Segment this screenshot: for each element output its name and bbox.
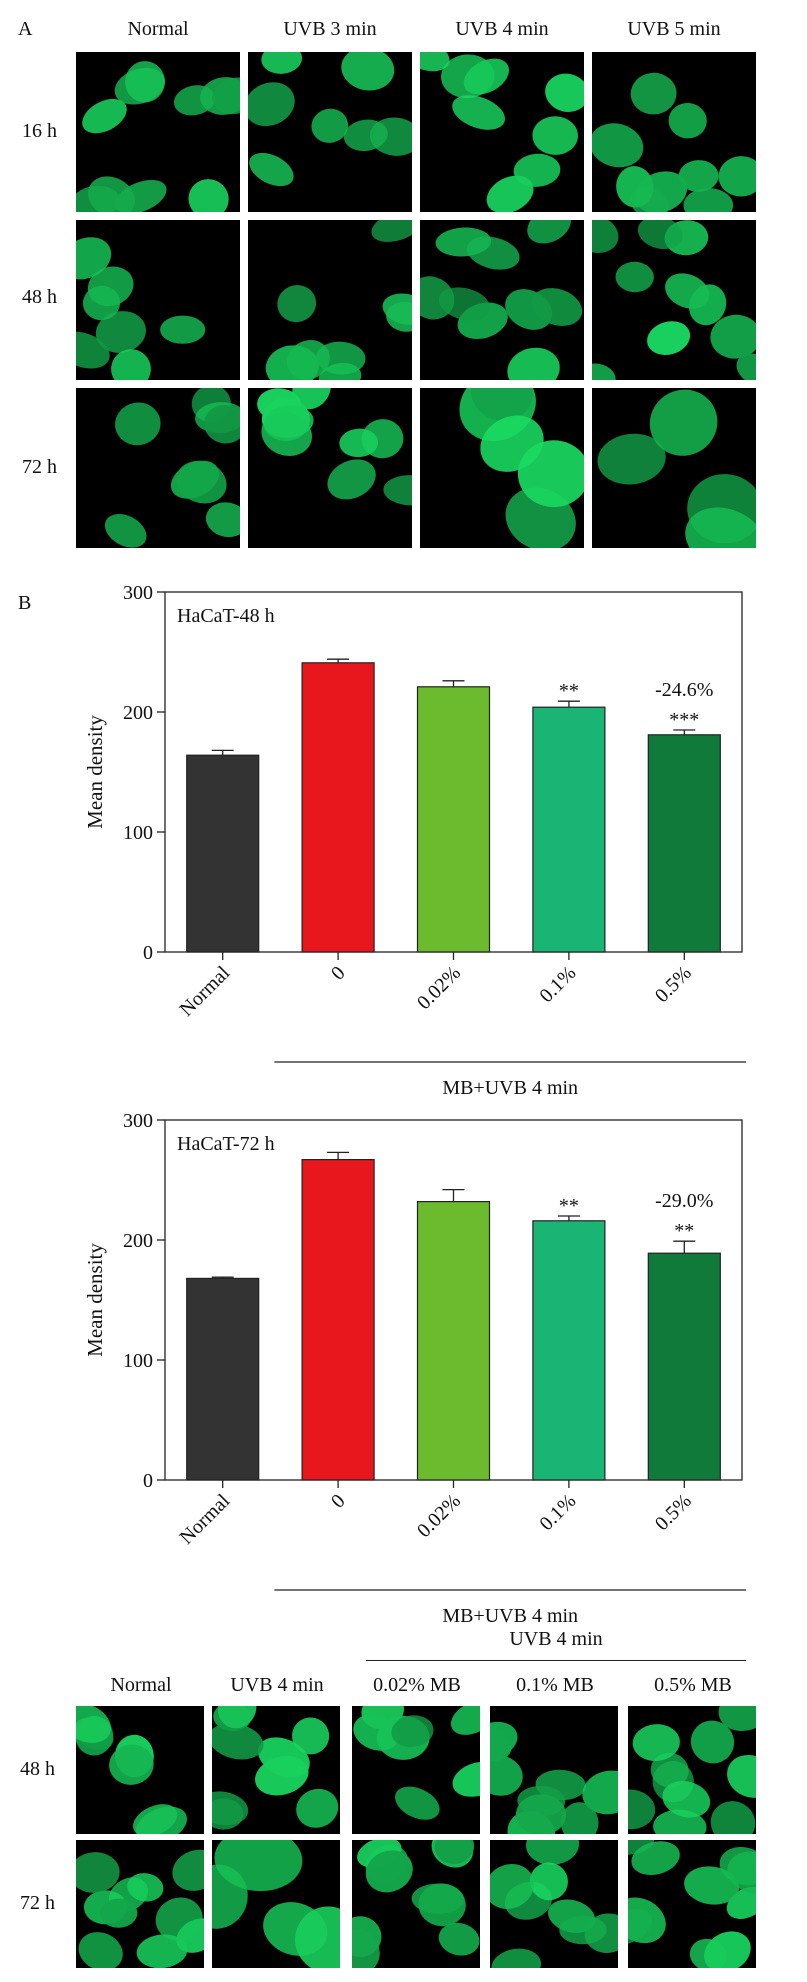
micrograph-48h-uvb-3min [248, 220, 412, 380]
panel-c-group-header-line [366, 1660, 746, 1661]
chart-48h-bar-4 [647, 734, 721, 953]
chart-72h-title: HaCaT-72 h [177, 1133, 275, 1155]
chart-72h-bar-4 [647, 1252, 721, 1481]
panel-a-column-label-uvb-3min: UVB 3 min [283, 18, 377, 40]
chart-72h-ytick-label-0: 0 [143, 1470, 153, 1492]
chart-48h-group-label: MB+UVB 4 min [442, 1077, 578, 1099]
chart-48h-bar-3 [532, 706, 606, 953]
chart-48h-ylabel: Mean density [83, 715, 107, 829]
micrograph-c-48h-0-5-mb [628, 1706, 756, 1834]
chart-72h-ytick-label-300: 300 [123, 1110, 153, 1132]
micrograph-48h-uvb-4min [420, 220, 584, 380]
micrograph-c-48h-uvb-4min [212, 1706, 340, 1834]
chart-72h-significance-3: ** [559, 1195, 579, 1217]
chart-48h-bar-0 [186, 754, 260, 953]
micrograph-72h-normal [76, 388, 240, 548]
chart-72h-ytick-label-100: 100 [123, 1350, 153, 1372]
chart-48h-ytick-label-100: 100 [123, 822, 153, 844]
chart-72h-ylabel: Mean density [83, 1243, 107, 1357]
panel-b-letter: B [18, 592, 32, 614]
chart-72h-bar-3 [532, 1220, 606, 1481]
panel-a-letter: A [18, 18, 33, 40]
chart-72h-xtick-label-2: 0.02% [413, 1490, 465, 1542]
chart-72h-bar-2 [416, 1200, 491, 1481]
micrograph-16h-uvb-5min [592, 52, 756, 212]
chart-72h-xtick-label-3: 0.1% [535, 1490, 580, 1535]
micrograph-72h-uvb-5min [592, 388, 756, 548]
chart-48h-xtick-label-4: 0.5% [651, 962, 696, 1007]
micrograph-c-72h-normal [76, 1840, 204, 1968]
micrograph-72h-uvb-4min [420, 388, 584, 548]
chart-72h-xtick-label-0: Normal [175, 1490, 234, 1549]
chart-48h-ytick-label-0: 0 [143, 942, 153, 964]
micrograph-16h-uvb-3min [248, 52, 412, 212]
panel-a-row-label-48h: 48 h [22, 286, 57, 308]
panel-a-column-label-uvb-5min: UVB 5 min [627, 18, 721, 40]
chart-48h-xtick-label-0: Normal [175, 962, 234, 1021]
micrograph-c-72h-uvb-4min [212, 1840, 340, 1968]
panel-a-row-label-16h: 16 h [22, 120, 57, 142]
panel-c-column-label-0-1-mb: 0.1% MB [516, 1674, 594, 1696]
chart-72h-bar-1 [301, 1158, 375, 1481]
chart-48h-title: HaCaT-48 h [177, 605, 275, 627]
chart-72h-significance-4: ** [674, 1220, 694, 1242]
chart-72h-svg: 0 100 200 300 Mean density HaCaT-72 h Normal 0 0… [83, 1110, 746, 1627]
panel-a-column-label-normal: Normal [127, 18, 189, 40]
chart-48h-ytick-label-300: 300 [123, 582, 153, 604]
micrograph-72h-uvb-3min [248, 388, 412, 548]
micrograph-c-72h-0-1-mb [490, 1840, 618, 1968]
chart-72h-xtick-label-1: 0 [327, 1490, 350, 1513]
panel-c-column-label-0-5-mb: 0.5% MB [654, 1674, 732, 1696]
chart-48h-xtick-label-2: 0.02% [413, 962, 465, 1014]
panel-c-column-label-normal: Normal [110, 1674, 172, 1696]
chart-48h-annotation: -24.6% [655, 679, 713, 701]
micrograph-c-48h-0-1-mb [490, 1706, 618, 1834]
panel-c-column-label-uvb-4min: UVB 4 min [230, 1674, 324, 1696]
chart-72h: 0 100 200 300 Mean density HaCaT-72 h Normal 0 0… [0, 1098, 807, 1627]
micrograph-c-48h-0-02-mb [352, 1706, 480, 1834]
panel-c-group-header: UVB 4 min [509, 1628, 603, 1650]
micrograph-c-48h-normal [76, 1706, 204, 1834]
chart-48h: 0 100 200 300 Mean density HaCaT-48 h Normal 0 0… [0, 570, 807, 1099]
chart-48h-xtick-label-1: 0 [327, 962, 350, 985]
chart-48h-bar-1 [301, 662, 375, 953]
micrograph-16h-uvb-4min [420, 52, 584, 212]
chart-72h-xtick-label-4: 0.5% [651, 1490, 696, 1535]
chart-72h-ytick-label-200: 200 [123, 1230, 153, 1252]
chart-72h-group-label: MB+UVB 4 min [442, 1605, 578, 1627]
chart-48h-bar-2 [416, 686, 491, 953]
chart-48h-xtick-label-3: 0.1% [535, 962, 580, 1007]
chart-72h-bar-0 [186, 1277, 260, 1481]
panel-a-row-label-72h: 72 h [22, 456, 57, 478]
chart-48h-svg: 0 100 200 300 Mean density HaCaT-48 h Normal 0 0… [83, 582, 746, 1099]
panel-a-column-label-uvb-4min: UVB 4 min [455, 18, 549, 40]
chart-48h-significance-4: *** [669, 709, 699, 731]
chart-48h-significance-3: ** [559, 680, 579, 702]
micrograph-c-72h-0-02-mb [352, 1840, 480, 1968]
micrograph-16h-normal [76, 52, 240, 212]
micrograph-c-72h-0-5-mb [628, 1840, 756, 1968]
panel-c-row-label-48h: 48 h [20, 1758, 55, 1780]
micrograph-48h-normal [76, 220, 240, 380]
panel-c-column-label-0-02-mb: 0.02% MB [373, 1674, 461, 1696]
chart-72h-annotation: -29.0% [655, 1190, 713, 1212]
chart-48h-ytick-label-200: 200 [123, 702, 153, 724]
panel-c-row-label-72h: 72 h [20, 1892, 55, 1914]
micrograph-48h-uvb-5min [592, 220, 756, 380]
